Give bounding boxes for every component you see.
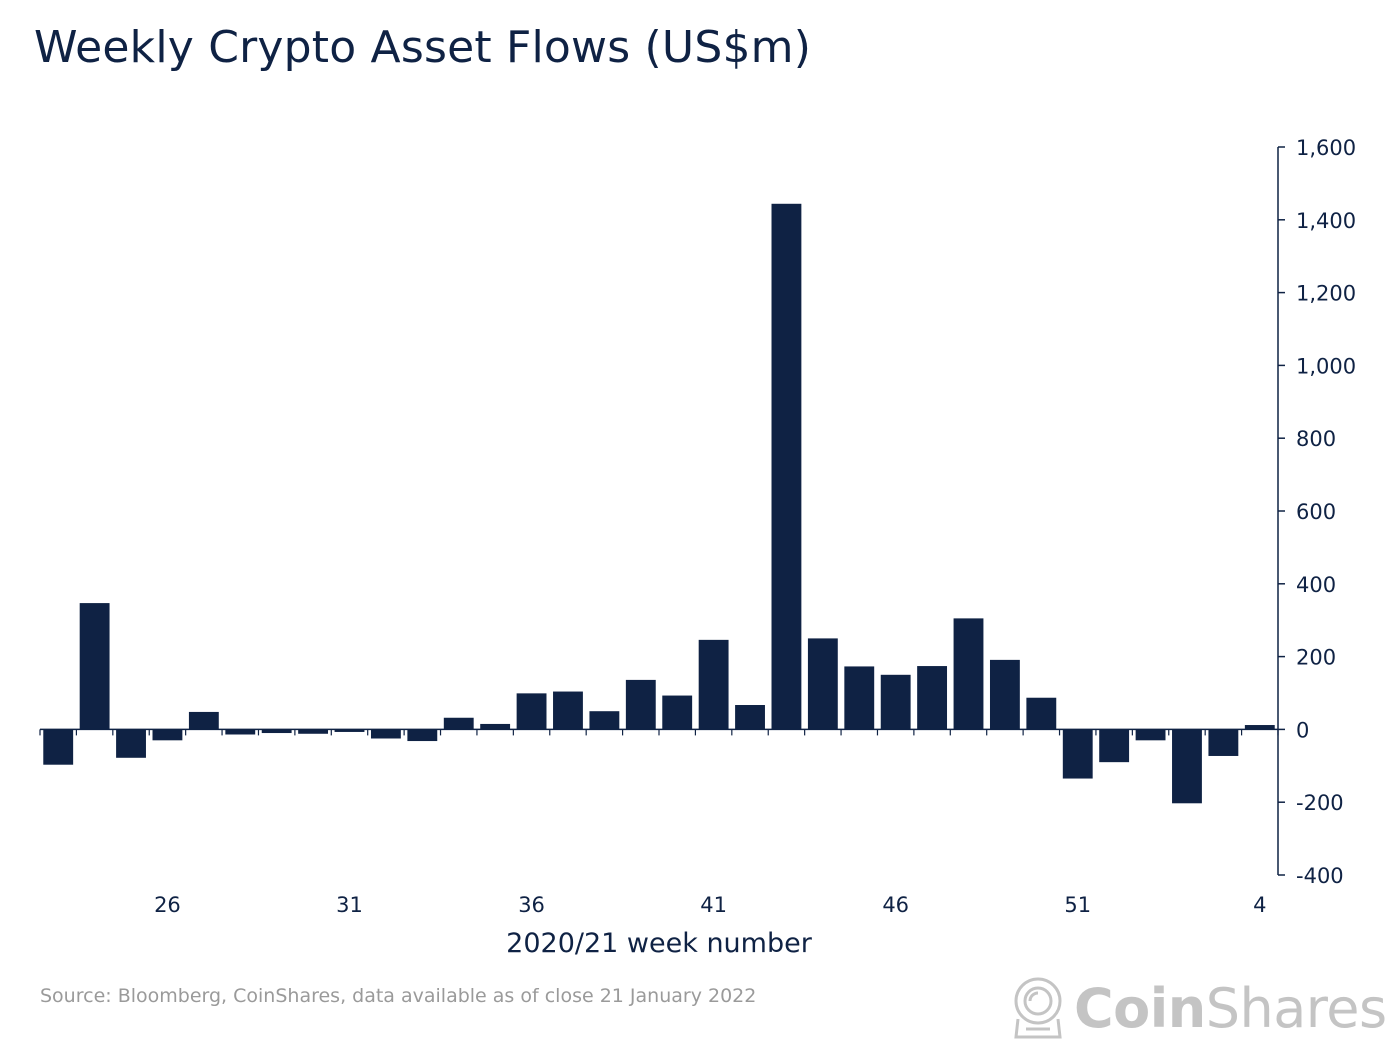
x-tick-label: 4 xyxy=(1253,893,1266,917)
y-tick-label: -400 xyxy=(1296,864,1344,888)
x-tick-label: 36 xyxy=(518,893,545,917)
y-tick-label: 0 xyxy=(1296,718,1309,742)
bar-week-31 xyxy=(334,729,365,732)
bar-week-43 xyxy=(771,203,802,730)
y-tick-label: 1,400 xyxy=(1296,209,1356,233)
bar-week-2 xyxy=(1172,729,1202,804)
y-tick-label: 200 xyxy=(1296,646,1336,670)
bar-week-27 xyxy=(188,711,219,730)
bar-week-35 xyxy=(480,723,511,730)
bar-week-48 xyxy=(953,618,984,730)
bar-week-41 xyxy=(698,639,729,730)
logo-word-shares: Shares xyxy=(1205,976,1387,1040)
bar-week-24 xyxy=(79,603,110,730)
y-tick-label: 1,600 xyxy=(1296,136,1356,160)
bar-week-49 xyxy=(989,659,1020,730)
bar-week-42 xyxy=(735,705,765,730)
bar-week-29 xyxy=(261,729,292,734)
bar-week-26 xyxy=(152,729,183,741)
bar-week-39 xyxy=(625,679,656,730)
bar-week-40 xyxy=(662,695,693,730)
x-tick-label: 26 xyxy=(154,893,181,917)
bar-week-37 xyxy=(553,691,583,730)
bar-week-33 xyxy=(407,729,438,742)
bar-week-30 xyxy=(298,729,329,734)
bar-chart: -400 -200 0 200 400 600 800 1,000 1,200 1,400 1,60… xyxy=(39,136,1356,959)
y-tick-label: 1,200 xyxy=(1296,282,1356,306)
x-tick-label: 51 xyxy=(1064,893,1091,917)
bar-week-34 xyxy=(443,717,474,730)
bar-week-50 xyxy=(1026,697,1057,730)
bar-week-51 xyxy=(1062,729,1093,779)
source-note: Source: Bloomberg, CoinShares, data avai… xyxy=(40,985,757,1007)
bar-week-32 xyxy=(370,729,401,739)
bar-week-1 xyxy=(1135,729,1166,741)
bar-week-45 xyxy=(844,666,875,730)
bar-week-3 xyxy=(1208,729,1239,756)
y-tick-label: -200 xyxy=(1296,791,1344,815)
coinshares-logo: CoinShares xyxy=(1012,972,1387,1044)
x-axis-title: 2020/21 week number xyxy=(506,928,813,959)
bar-week-38 xyxy=(589,711,620,730)
bar-week-46 xyxy=(880,674,911,730)
logo-word-coin: Coin xyxy=(1074,976,1206,1040)
bar-week-4 xyxy=(1244,725,1275,730)
y-tick-label: 400 xyxy=(1296,573,1336,597)
y-tick-label: 1,000 xyxy=(1296,354,1356,378)
bar-week-36 xyxy=(516,693,547,730)
bar-week-47 xyxy=(917,666,948,730)
bar-week-23 xyxy=(43,729,74,765)
logo-wordmark: CoinShares xyxy=(1074,977,1387,1040)
x-tick-label: 31 xyxy=(336,893,363,917)
y-tick-label: 800 xyxy=(1296,427,1336,451)
astronaut-helmet-icon xyxy=(1014,977,1062,1039)
chart-title: Weekly Crypto Asset Flows (US$m) xyxy=(34,22,812,73)
bar-week-28 xyxy=(225,729,256,735)
x-tick-label: 46 xyxy=(882,893,909,917)
y-tick-label: 600 xyxy=(1296,500,1336,524)
x-tick-label: 41 xyxy=(700,893,727,917)
bar-week-25 xyxy=(116,729,146,758)
bar-week-44 xyxy=(807,638,838,730)
bar-week-52 xyxy=(1099,729,1130,763)
